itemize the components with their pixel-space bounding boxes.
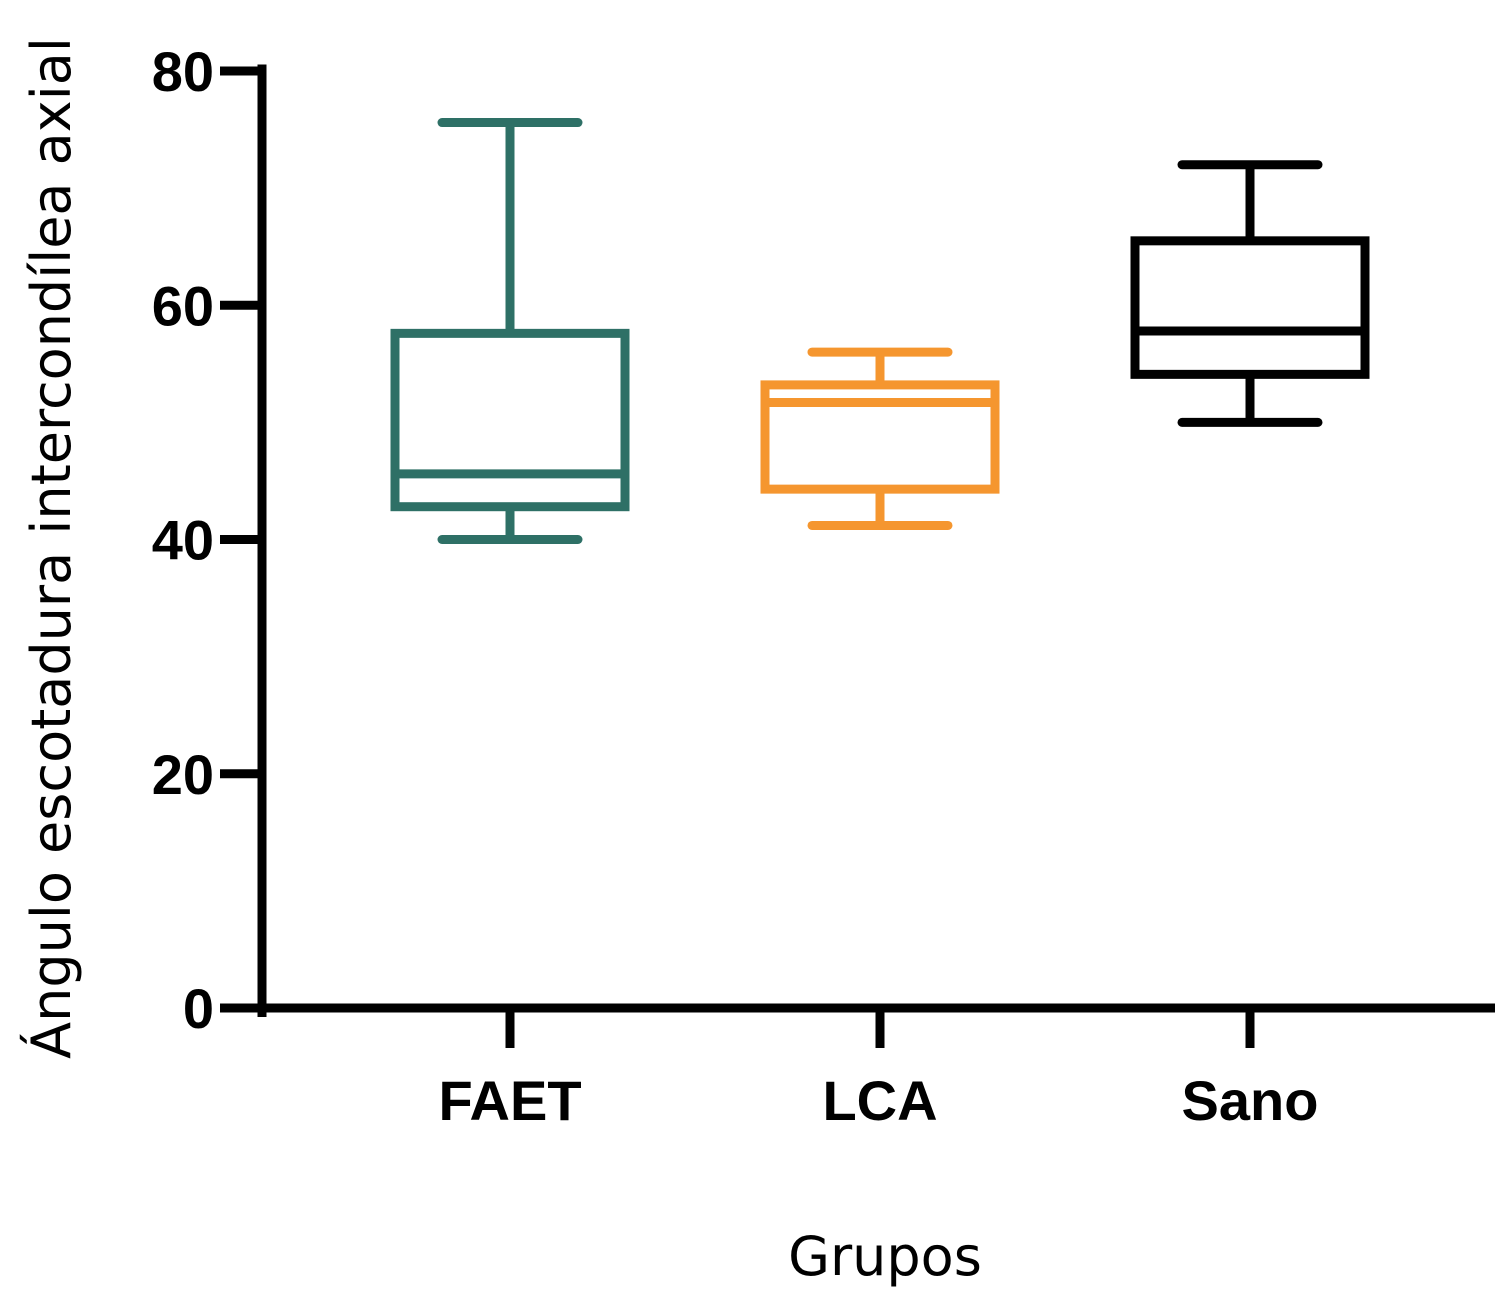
y-tick-label-60: 60 <box>152 274 214 337</box>
y-tick-label-40: 40 <box>152 509 214 572</box>
x-tick-label-faet: FAET <box>438 1069 581 1132</box>
iqr-box-faet <box>390 328 630 512</box>
axes <box>220 64 1495 1048</box>
box-sano <box>1130 160 1370 427</box>
box-lca <box>760 347 1000 530</box>
x-tick-label-lca: LCA <box>822 1069 937 1132</box>
y-tick-label-20: 20 <box>152 743 214 806</box>
iqr-box-lca <box>760 380 1000 494</box>
y-tick-label-0: 0 <box>183 977 214 1040</box>
box-plots <box>390 118 1370 544</box>
y-tick-label-80: 80 <box>152 40 214 103</box>
iqr-box-sano <box>1130 236 1370 379</box>
x-axis-title: Grupos <box>788 1225 982 1288</box>
x-tick-label-sano: Sano <box>1182 1069 1319 1132</box>
y-axis-title: Ángulo escotadura intercondílea axial <box>20 37 83 1059</box>
tick-labels: 0 20 40 60 80 FAET LCA Sano <box>152 40 1319 1132</box>
box-faet <box>390 118 630 544</box>
